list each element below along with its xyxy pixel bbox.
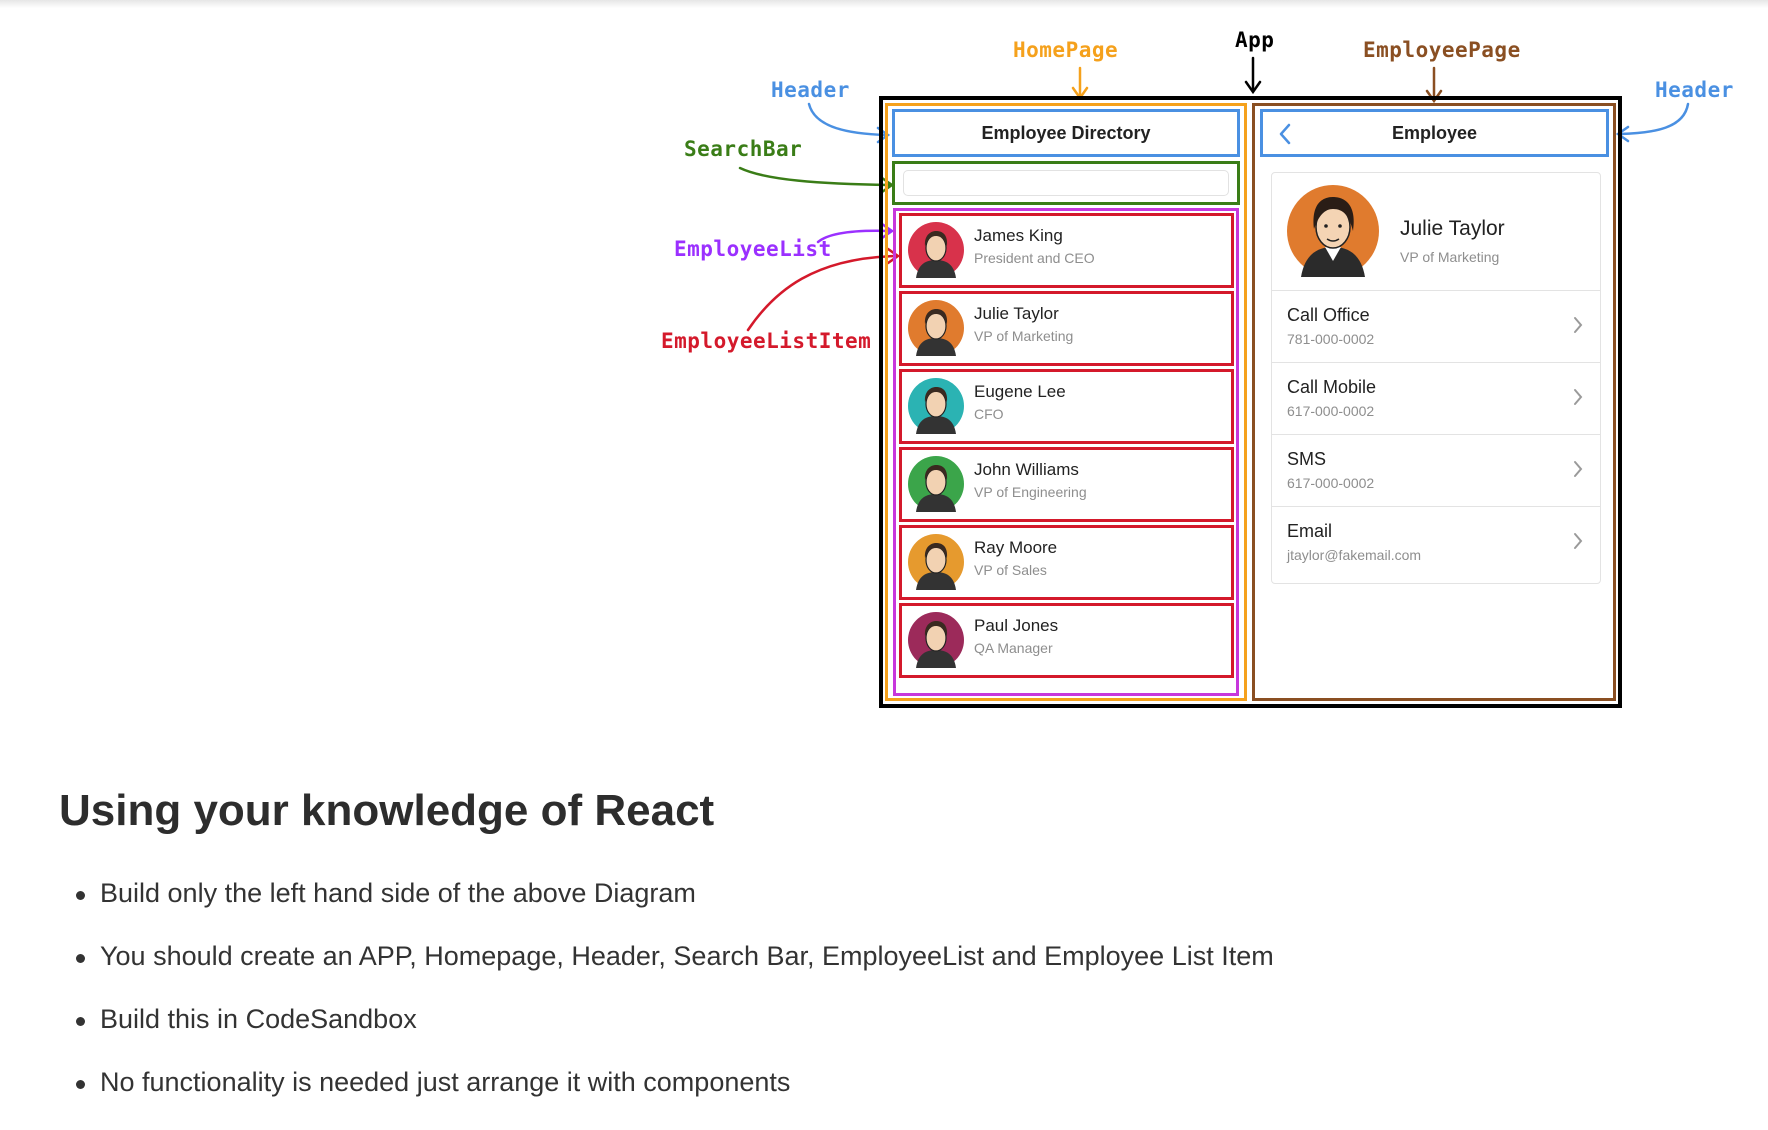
employee-list-item[interactable]: Ray Moore VP of Sales bbox=[899, 525, 1234, 600]
action-label: SMS bbox=[1287, 449, 1327, 469]
action-value: jtaylor@fakemail.com bbox=[1287, 547, 1422, 563]
avatar bbox=[908, 612, 964, 673]
list-item: No functionality is needed just arrange … bbox=[76, 1067, 1274, 1130]
avatar bbox=[908, 378, 964, 439]
employee-list bbox=[893, 208, 1239, 696]
employeepage-frame bbox=[1252, 103, 1616, 701]
employee-list-item[interactable]: Julie Taylor VP of Marketing bbox=[899, 291, 1234, 366]
label-searchbar: SearchBar bbox=[684, 137, 803, 161]
employee-title: VP of Marketing bbox=[974, 328, 1074, 344]
employee-name: James King bbox=[974, 226, 1063, 245]
app-frame bbox=[879, 96, 1622, 708]
bullet-icon bbox=[76, 1017, 85, 1026]
homepage-arrow bbox=[1071, 66, 1089, 101]
label-employeelistitem: EmployeeListItem bbox=[661, 329, 872, 353]
action-row-call-office[interactable]: Call Office 781-000-0002 bbox=[1272, 290, 1600, 363]
bullet-icon bbox=[76, 891, 85, 900]
employee-title: CFO bbox=[974, 406, 1004, 422]
action-value: 781-000-0002 bbox=[1287, 331, 1375, 347]
page-heading: Using your knowledge of React bbox=[59, 786, 715, 835]
label-employeepage: EmployeePage bbox=[1363, 38, 1521, 62]
search-bar bbox=[892, 161, 1240, 205]
list-item: Build this in CodeSandbox bbox=[76, 1004, 1274, 1067]
employee-title: VP of Sales bbox=[974, 562, 1047, 578]
header-left-arrow bbox=[807, 102, 891, 144]
label-employeelist: EmployeeList bbox=[674, 237, 832, 261]
top-shadow bbox=[0, 0, 1768, 8]
chevron-right-icon bbox=[1572, 531, 1584, 556]
bullet-icon bbox=[76, 1080, 85, 1089]
list-item: You should create an APP, Homepage, Head… bbox=[76, 941, 1274, 1004]
employee-list-item[interactable]: Paul Jones QA Manager bbox=[899, 603, 1234, 678]
employee-title: VP of Engineering bbox=[974, 484, 1087, 500]
employee-page-title: Employee bbox=[1391, 122, 1478, 143]
employee-title: QA Manager bbox=[974, 640, 1053, 656]
component-diagram: HomePage App EmployeePage Header Header … bbox=[661, 28, 1734, 708]
employee-detail-card: Julie Taylor VP of Marketing Call Office… bbox=[1271, 172, 1601, 584]
employee-name: John Williams bbox=[974, 460, 1079, 479]
list-item: Build only the left hand side of the abo… bbox=[76, 878, 1274, 941]
employee-list-item[interactable]: James King President and CEO bbox=[899, 213, 1234, 288]
chevron-left-icon[interactable] bbox=[1277, 122, 1293, 151]
avatar bbox=[908, 534, 964, 595]
employee-page-header: Employee bbox=[1260, 109, 1609, 157]
instruction-list: Build only the left hand side of the abo… bbox=[76, 878, 1274, 1130]
homepage-header-title: Employee Directory bbox=[981, 122, 1151, 143]
employee-list-item[interactable]: John Williams VP of Engineering bbox=[899, 447, 1234, 522]
employee-list-item[interactable]: Eugene Lee CFO bbox=[899, 369, 1234, 444]
avatar bbox=[908, 222, 964, 283]
employee-name: Julie Taylor bbox=[974, 304, 1059, 323]
employeelistitem-arrow bbox=[746, 247, 901, 332]
label-header-left: Header bbox=[771, 78, 850, 102]
action-value: 617-000-0002 bbox=[1287, 475, 1375, 491]
avatar bbox=[1287, 185, 1379, 282]
action-row-sms[interactable]: SMS 617-000-0002 bbox=[1272, 434, 1600, 507]
employee-name: Eugene Lee bbox=[974, 382, 1066, 401]
header-right-arrow bbox=[1615, 102, 1690, 143]
searchbar-arrow bbox=[738, 166, 895, 194]
list-item-text: You should create an APP, Homepage, Head… bbox=[100, 941, 1274, 971]
employee-name: Ray Moore bbox=[974, 538, 1058, 557]
employee-name: Paul Jones bbox=[974, 616, 1059, 635]
profile-title: VP of Marketing bbox=[1400, 249, 1500, 265]
search-input[interactable] bbox=[903, 170, 1229, 196]
action-label: Email bbox=[1287, 521, 1333, 541]
homepage-frame bbox=[885, 103, 1247, 701]
action-row-call-mobile[interactable]: Call Mobile 617-000-0002 bbox=[1272, 362, 1600, 435]
employeepage-arrow bbox=[1425, 66, 1443, 104]
profile-name: Julie Taylor bbox=[1400, 217, 1505, 240]
list-item-text: Build this in CodeSandbox bbox=[100, 1004, 417, 1034]
app-arrow bbox=[1244, 56, 1262, 95]
chevron-right-icon bbox=[1572, 315, 1584, 340]
label-app: App bbox=[1235, 28, 1275, 52]
label-header-right: Header bbox=[1655, 78, 1734, 102]
list-item-text: No functionality is needed just arrange … bbox=[100, 1067, 791, 1097]
employee-title: President and CEO bbox=[974, 250, 1095, 266]
action-label: Call Office bbox=[1287, 305, 1370, 325]
avatar bbox=[908, 456, 964, 517]
label-homepage: HomePage bbox=[1013, 38, 1119, 62]
action-label: Call Mobile bbox=[1287, 377, 1377, 397]
chevron-right-icon bbox=[1572, 459, 1584, 484]
homepage-header: Employee Directory bbox=[892, 109, 1240, 157]
action-value: 617-000-0002 bbox=[1287, 403, 1375, 419]
avatar bbox=[908, 300, 964, 361]
list-item-text: Build only the left hand side of the abo… bbox=[100, 878, 696, 908]
action-row-email[interactable]: Email jtaylor@fakemail.com bbox=[1272, 506, 1600, 579]
bullet-icon bbox=[76, 954, 85, 963]
chevron-right-icon bbox=[1572, 387, 1584, 412]
